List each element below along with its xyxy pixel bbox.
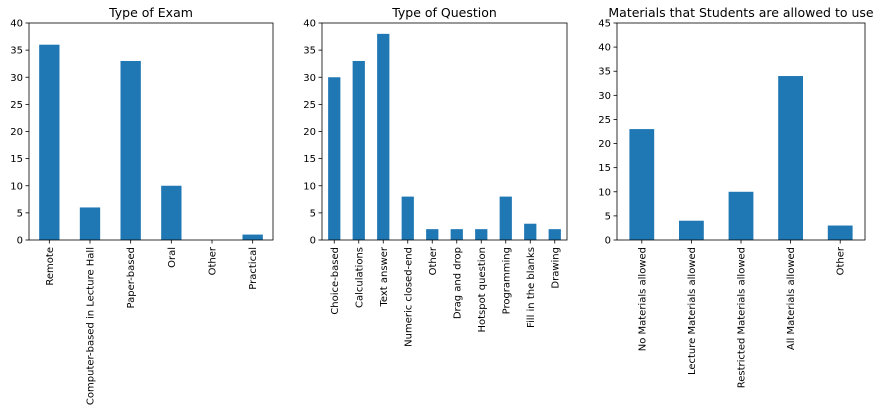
x-tick-label-calculations: Calculations [354,247,365,308]
y-tick-label: 10 [10,181,23,192]
bar-fill-in-the-blanks [524,223,537,240]
bar-restricted-materials-allowed [728,191,754,240]
x-tick-label-drawing: Drawing [550,247,561,289]
bar-computer-based-in-lecture-hall [79,207,101,240]
bar-practical [242,234,263,240]
bar-hotspot-question [475,229,488,240]
x-tick-label-fill-in-the-blanks: Fill in the blanks [526,247,537,328]
y-tick-label: 15 [10,154,23,165]
y-tick-label: 20 [303,127,316,138]
x-tick-label-computer-based-in-lecture-hall: Computer-based in Lecture Hall [86,247,97,405]
y-tick-label: 20 [10,127,23,138]
x-tick-label-lecture-materials-allowed: Lecture Materials allowed [687,247,698,375]
x-tick-label-numeric-closed-end: Numeric closed-end [403,247,414,347]
bar-remote [39,44,60,241]
x-tick-label-other: Other [836,246,847,275]
x-tick-label-restricted-materials-allowed: Restricted Materials allowed [737,247,748,388]
y-tick-label: 20 [598,139,611,150]
y-tick-label: 15 [598,163,611,174]
y-tick-label: 30 [10,73,23,84]
y-tick-label: 5 [17,208,23,219]
y-tick-label: 5 [605,211,611,222]
bar-other [827,225,853,240]
y-tick-label: 10 [598,187,611,198]
bar-paper-based [120,60,141,241]
x-tick-label-no-materials-allowed: No Materials allowed [637,247,648,351]
plot-frame [28,22,274,241]
x-tick-label-other: Other [428,246,439,275]
y-tick-label: 25 [303,100,316,111]
x-tick-label-text-answer: Text answer [379,246,390,307]
y-tick-label: 0 [605,236,611,247]
bar-programming [499,196,512,240]
x-tick-label-paper-based: Paper-based [126,247,137,308]
chart-panel-2: 0 5 10 15 20 25 30 35 40 Choice-based Calculations… [303,5,568,347]
y-tick-label: 10 [303,181,316,192]
bar-calculations [352,60,365,241]
x-tick-label-choice-based: Choice-based [330,247,341,315]
x-tick-label-hotspot-question: Hotspot question [477,247,488,333]
bar-lecture-materials-allowed [679,220,704,240]
y-tick-label: 35 [303,46,316,57]
x-tick-label-other: Other [208,246,219,275]
x-tick-label-all-materials-allowed: All Materials allowed [786,247,797,350]
x-tick-label-practical: Practical [248,247,259,290]
bar-numeric-closed-end [401,196,414,240]
x-tick-label-oral: Oral [167,247,178,268]
bar-no-materials-allowed [629,129,655,240]
y-tick-label: 35 [598,67,611,78]
y-tick-label: 40 [303,19,316,30]
y-tick-label: 25 [10,100,23,111]
y-tick-label: 40 [598,43,611,54]
chart-title: Type of Exam [108,5,193,20]
y-tick-label: 35 [10,46,23,57]
bar-all-materials-allowed [778,76,803,240]
x-tick-label-remote: Remote [45,247,56,286]
chart-panel-1: 0 5 10 15 20 25 30 35 40 Remote Computer-based in … [10,5,274,405]
y-tick-label: 5 [310,208,316,219]
y-tick-label: 25 [598,115,611,126]
y-tick-label: 40 [10,19,23,30]
y-tick-label: 15 [303,154,316,165]
bar-other [426,229,439,240]
x-tick-label-programming: Programming [501,247,512,314]
chart-title: Materials that Students are allowed to u… [608,5,874,20]
bar-oral [161,185,182,240]
x-tick-label-drag-and-drop: Drag and drop [452,247,463,319]
y-tick-label: 0 [17,236,23,247]
bar-choice-based [328,77,341,240]
bar-drawing [548,229,561,240]
y-tick-label: 0 [310,236,316,247]
bar-drag-and-drop [450,229,463,240]
y-tick-label: 30 [598,91,611,102]
bar-text-answer [377,33,390,240]
y-tick-label: 30 [303,73,316,84]
y-tick-label: 45 [598,19,611,30]
chart-panel-3: 0 5 10 15 20 25 30 35 40 45 No Materials allowed Le… [598,5,874,388]
chart-title: Type of Question [391,5,497,20]
